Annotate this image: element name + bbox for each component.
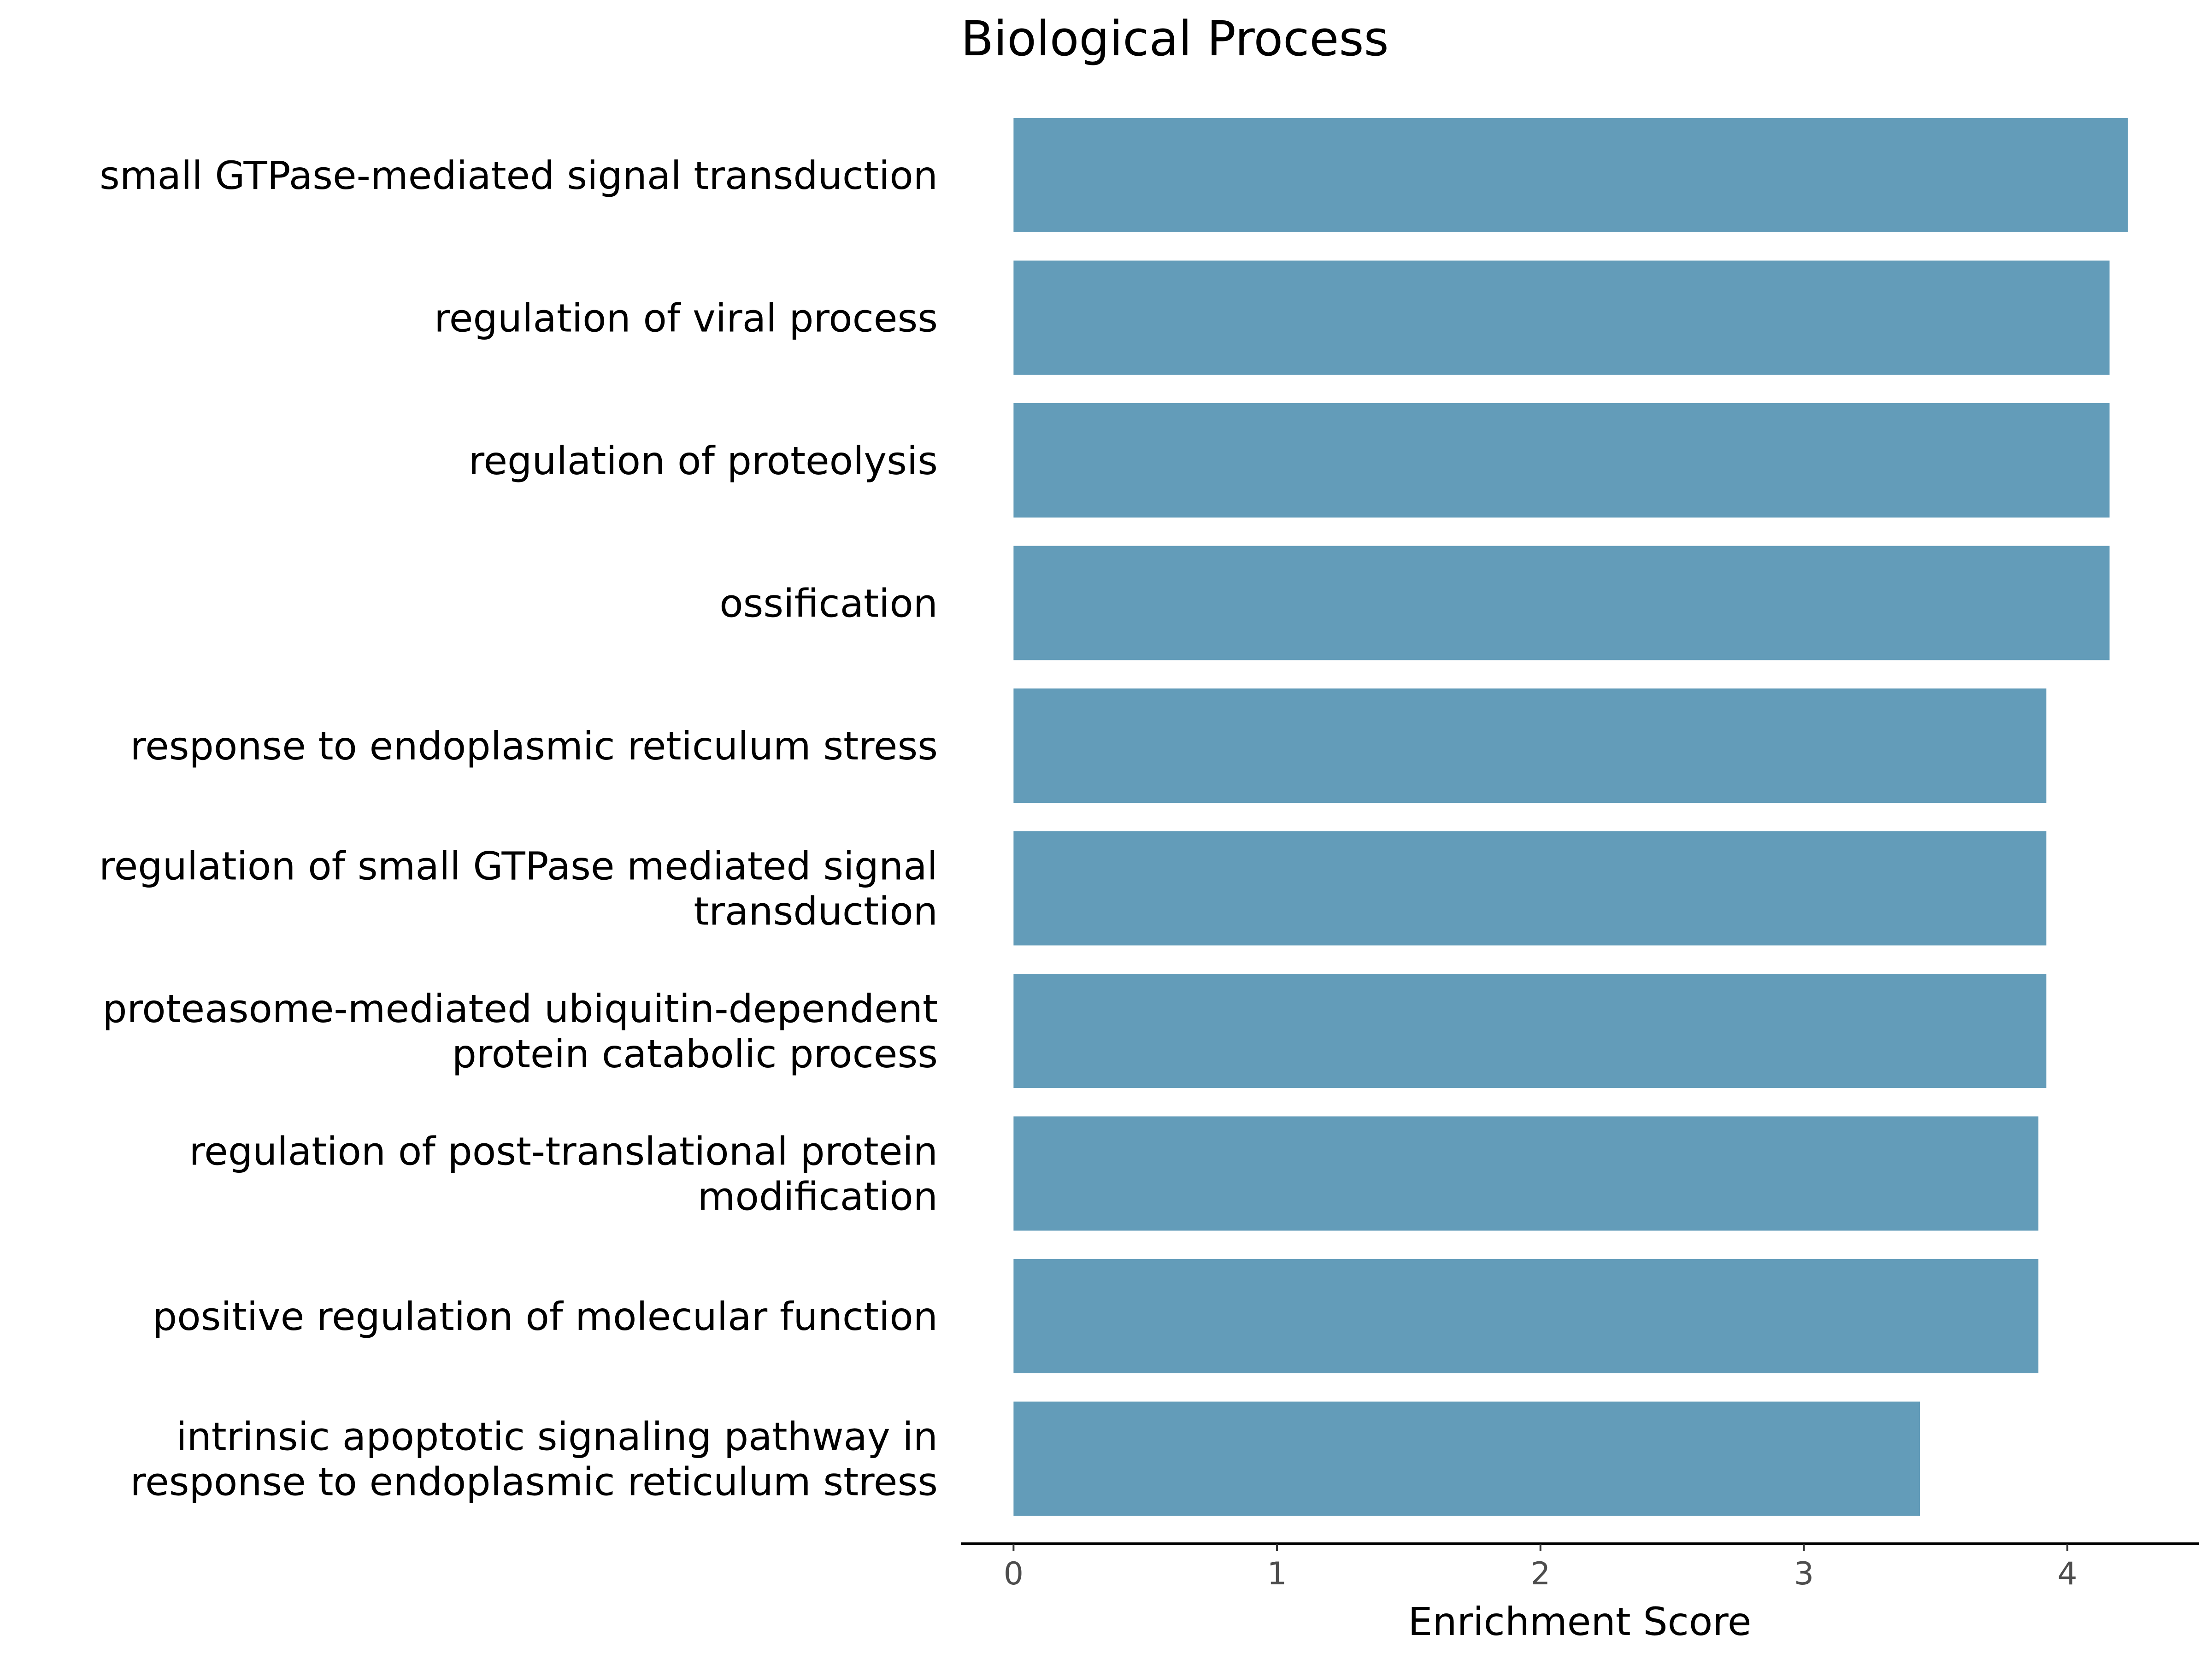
bar (1013, 688, 2047, 803)
bar (1013, 260, 2110, 375)
x-tick-label: 1 (1267, 1556, 1287, 1592)
category-label: regulation of proteolysis (469, 438, 938, 483)
chart-title: Biological Process (961, 11, 1389, 67)
x-tick-label: 2 (1530, 1556, 1550, 1592)
category-label: small GTPase-mediated signal transductio… (100, 153, 938, 198)
category-label: regulation of viral process (434, 296, 938, 341)
x-tick-label: 0 (1004, 1556, 1024, 1592)
x-tick-label: 3 (1794, 1556, 1814, 1592)
bar (1013, 831, 2047, 946)
category-label: positive regulation of molecular functio… (153, 1294, 938, 1339)
bar (1013, 403, 2110, 518)
bar (1013, 1116, 2039, 1231)
category-label: proteasome-mediated ubiquitin-dependent p… (102, 986, 938, 1077)
category-label: ossification (719, 581, 938, 626)
category-label: intrinsic apoptotic signaling pathway in… (130, 1414, 938, 1505)
bar (1013, 974, 2047, 1088)
category-label: regulation of post-translational protein… (189, 1129, 938, 1219)
bar (1013, 546, 2110, 660)
bar (1013, 118, 2128, 232)
category-label: response to endoplasmic reticulum stress (130, 724, 938, 769)
category-labels-group: small GTPase-mediated signal transductio… (99, 153, 938, 1505)
bars-group (1013, 118, 2128, 1516)
x-tick-label: 4 (2058, 1556, 2077, 1592)
x-axis-title: Enrichment Score (1408, 1599, 1751, 1644)
category-label: regulation of small GTPase mediated sign… (99, 844, 938, 934)
bar (1013, 1259, 2039, 1373)
bar (1013, 1401, 1920, 1516)
x-axis-ticks-group: 0 1 2 3 4 (1004, 1544, 2077, 1592)
